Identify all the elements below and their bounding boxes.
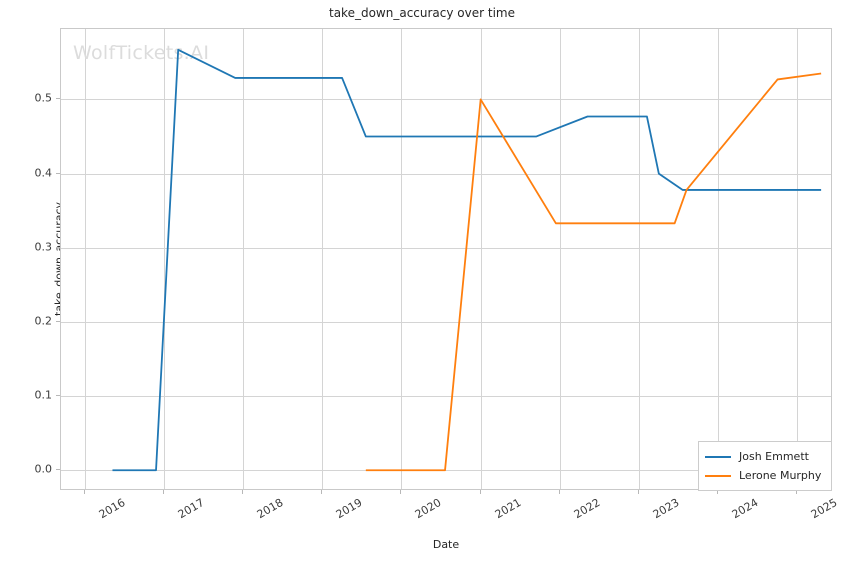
x-tick-label: 2021 bbox=[492, 496, 524, 522]
x-tick-mark bbox=[400, 490, 402, 494]
y-tick-mark bbox=[56, 320, 60, 322]
y-tick-mark bbox=[56, 395, 60, 397]
gridline-horizontal bbox=[61, 396, 831, 398]
y-axis-tick-labels: 0.0 0.1 0.2 0.3 0.4 0.5 bbox=[0, 28, 53, 490]
y-axis-tick-marks bbox=[0, 28, 60, 490]
legend-item[interactable]: Josh Emmett bbox=[705, 447, 825, 466]
y-tick-label: 0.0 bbox=[34, 462, 53, 476]
y-tick-mark bbox=[56, 172, 60, 174]
plot-area: WolfTickets.AI bbox=[60, 28, 832, 490]
x-tick-label: 2018 bbox=[254, 496, 286, 522]
legend-color-swatch bbox=[705, 474, 731, 477]
legend-label: Lerone Murphy bbox=[739, 469, 822, 482]
x-tick-label: 2017 bbox=[175, 496, 207, 522]
gridline-vertical bbox=[718, 29, 720, 489]
x-axis-label: Date bbox=[432, 538, 460, 551]
x-tick-mark bbox=[558, 490, 560, 494]
gridline-horizontal bbox=[61, 321, 831, 323]
x-tick-label: 2016 bbox=[96, 496, 128, 522]
y-tick-label: 0.3 bbox=[34, 240, 53, 254]
x-tick-label: 2024 bbox=[729, 496, 761, 522]
x-tick-label: 2023 bbox=[650, 496, 682, 522]
x-tick-mark bbox=[796, 490, 798, 494]
gridline-vertical bbox=[480, 29, 482, 489]
series-lines bbox=[112, 48, 822, 472]
y-tick-label: 0.2 bbox=[34, 314, 53, 328]
legend-label: Josh Emmett bbox=[739, 450, 809, 463]
gridline-vertical bbox=[797, 29, 799, 489]
y-tick-mark bbox=[56, 98, 60, 100]
y-tick-mark bbox=[56, 246, 60, 248]
gridline-horizontal bbox=[61, 173, 831, 175]
x-tick-mark bbox=[479, 490, 481, 494]
gridline-vertical bbox=[84, 29, 86, 489]
x-tick-label: 2020 bbox=[413, 496, 444, 522]
y-tick-mark bbox=[56, 469, 60, 471]
x-tick-mark bbox=[717, 490, 719, 494]
gridline-vertical bbox=[401, 29, 403, 489]
x-tick-mark bbox=[638, 490, 639, 494]
x-axis-tick-labels: 2016 2017 2018 2019 2020 2021 2022 2023 2024 2025 bbox=[60, 490, 840, 550]
gridline-horizontal bbox=[61, 470, 831, 472]
x-tick-label: 2022 bbox=[571, 496, 603, 522]
x-tick-mark bbox=[242, 490, 244, 494]
gridline-horizontal bbox=[61, 247, 831, 249]
gridline-vertical bbox=[243, 29, 245, 489]
x-tick-label: 2019 bbox=[334, 496, 365, 522]
legend-item[interactable]: Lerone Murphy bbox=[705, 466, 825, 485]
legend-color-swatch bbox=[705, 455, 731, 458]
gridline-vertical bbox=[559, 29, 561, 489]
x-tick-mark bbox=[162, 490, 164, 494]
y-tick-label: 0.1 bbox=[34, 388, 53, 402]
chart-title: take_down_accuracy over time bbox=[329, 6, 515, 20]
y-tick-label: 0.4 bbox=[34, 166, 53, 180]
chart-legend[interactable]: Josh Emmett Lerone Murphy bbox=[698, 441, 832, 491]
x-tick-mark bbox=[83, 490, 85, 494]
series-line bbox=[365, 72, 822, 472]
y-tick-label: 0.5 bbox=[34, 91, 53, 105]
gridline-vertical bbox=[322, 29, 324, 489]
series-line bbox=[112, 48, 822, 472]
gridline-horizontal bbox=[61, 99, 831, 101]
x-tick-mark bbox=[321, 490, 323, 494]
gridline-vertical bbox=[163, 29, 165, 489]
x-tick-label: 2025 bbox=[809, 496, 840, 522]
gridline-vertical bbox=[639, 29, 640, 489]
